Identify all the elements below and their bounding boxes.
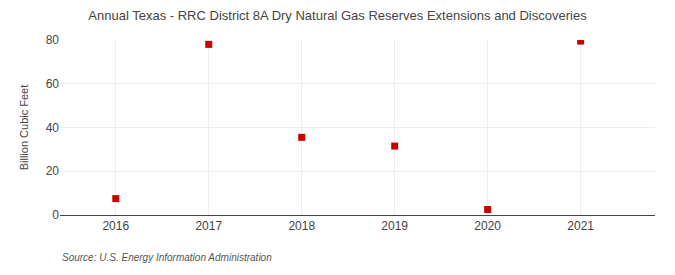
svg-text:80: 80 (46, 33, 60, 47)
svg-text:0: 0 (52, 208, 59, 222)
svg-text:20: 20 (46, 164, 60, 178)
svg-text:Source: U.S. Energy Informatio: Source: U.S. Energy Information Administ… (62, 252, 272, 263)
svg-text:2017: 2017 (195, 219, 222, 233)
svg-text:2018: 2018 (288, 219, 315, 233)
svg-text:2019: 2019 (381, 219, 408, 233)
svg-text:Billion Cubic Feet: Billion Cubic Feet (18, 85, 30, 171)
svg-text:2021: 2021 (567, 219, 594, 233)
svg-text:2020: 2020 (474, 219, 501, 233)
svg-text:40: 40 (46, 121, 60, 135)
svg-text:60: 60 (46, 77, 60, 91)
svg-text:Annual Texas - RRC District 8A: Annual Texas - RRC District 8A Dry Natur… (88, 8, 587, 23)
svg-text:2016: 2016 (102, 219, 129, 233)
